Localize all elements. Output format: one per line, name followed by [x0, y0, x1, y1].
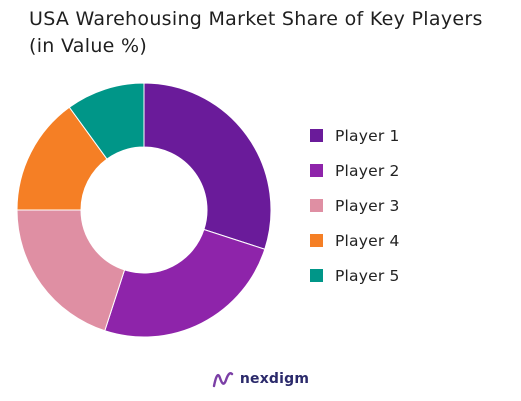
brand-name: nexdigm [239, 371, 310, 387]
donut-slice-1 [143, 82, 272, 250]
legend-item: Player 4 [310, 223, 510, 258]
legend-item: Player 1 [310, 118, 510, 153]
legend-swatch [310, 269, 323, 282]
legend-label: Player 1 [335, 126, 400, 145]
chart-legend: Player 1 Player 2 Player 3 Player 4 Play… [310, 118, 510, 293]
donut-slice-2 [104, 228, 266, 338]
legend-label: Player 2 [335, 161, 400, 180]
legend-label: Player 5 [335, 266, 400, 285]
chart-title: USA Warehousing Market Share of Key Play… [29, 6, 509, 60]
chart-title-line-2: (in Value %) [29, 35, 148, 57]
legend-item: Player 3 [310, 188, 510, 223]
legend-swatch [310, 164, 323, 177]
donut-slice-5 [68, 82, 145, 160]
legend-swatch [310, 199, 323, 212]
donut-slice-3 [16, 209, 126, 332]
legend-label: Player 4 [335, 231, 400, 250]
legend-item: Player 2 [310, 153, 510, 188]
legend-swatch [310, 234, 323, 247]
legend-item: Player 5 [310, 258, 510, 293]
nexdigm-logo-icon [212, 370, 234, 388]
chart-title-line-1: USA Warehousing Market Share of Key Play… [29, 8, 483, 30]
legend-label: Player 3 [335, 196, 400, 215]
brand-logo: nexdigm [0, 370, 521, 388]
legend-swatch [310, 129, 323, 142]
